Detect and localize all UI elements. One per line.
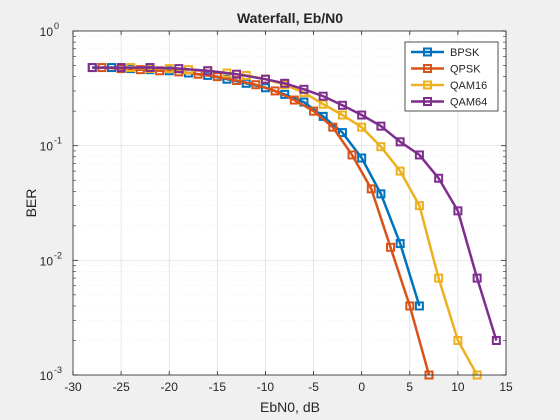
- data-point: [135, 65, 145, 75]
- data-point: [434, 173, 444, 183]
- legend: BPSK QPSK QAM16 QAM64: [404, 41, 499, 112]
- x-tick-label: -25: [112, 380, 130, 394]
- x-tick-label: -15: [209, 380, 227, 394]
- y-tick-exponent: -2: [54, 250, 62, 260]
- legend-marker: [423, 97, 432, 106]
- legend-item-bpsk: BPSK: [411, 47, 480, 59]
- legend-marker: [423, 47, 432, 57]
- x-tick-label: -5: [308, 380, 319, 394]
- data-point: [414, 301, 424, 311]
- y-tick-base: 10: [40, 140, 54, 154]
- data-point: [280, 78, 290, 88]
- data-point: [491, 335, 501, 345]
- data-point: [299, 84, 309, 94]
- data-point: [270, 86, 280, 96]
- data-point: [347, 150, 357, 160]
- legend-label: QAM64: [450, 97, 487, 109]
- y-tick-exponent: -3: [54, 365, 62, 375]
- data-point: [318, 91, 328, 101]
- legend-label: QPSK: [450, 64, 481, 76]
- data-point: [376, 121, 386, 131]
- y-tick-label: 10 -2: [40, 250, 62, 268]
- legend-marker: [423, 64, 432, 73]
- x-tick-label: -10: [257, 380, 275, 394]
- chart-title: Waterfall, Eb/N0: [237, 10, 343, 26]
- legend-label: BPSK: [450, 47, 480, 59]
- x-tick-label: 0: [358, 380, 365, 394]
- data-point: [309, 106, 319, 116]
- data-point: [453, 206, 463, 216]
- data-point: [145, 63, 155, 73]
- data-point: [386, 242, 396, 252]
- y-tick-exponent: -1: [54, 136, 62, 146]
- data-point: [376, 189, 386, 199]
- x-tick-label: 15: [499, 380, 513, 394]
- data-point: [337, 128, 347, 138]
- y-tick-base: 10: [40, 254, 54, 268]
- data-point: [357, 110, 367, 120]
- data-point: [251, 80, 261, 90]
- data-point: [434, 273, 444, 283]
- x-tick-label: -30: [64, 380, 82, 394]
- data-point: [395, 239, 405, 249]
- data-point: [260, 74, 270, 84]
- data-point: [289, 95, 299, 105]
- series-line: [92, 66, 498, 341]
- legend-item-qam64: QAM64: [411, 97, 487, 109]
- y-tick-label: 10 0: [40, 21, 59, 39]
- series-layer: [87, 63, 501, 380]
- data-point: [232, 69, 242, 79]
- x-axis-label: EbN0, dB: [260, 399, 320, 415]
- ticks: [72, 30, 507, 376]
- y-tick-base: 10: [40, 25, 54, 39]
- legend-item-qpsk: QPSK: [411, 64, 481, 76]
- data-point: [405, 301, 415, 311]
- x-tick-labels: -30 -25 -20 -15 -10 -5 0 5 10 15: [64, 380, 513, 394]
- data-point: [414, 150, 424, 160]
- data-point: [357, 153, 367, 163]
- data-point: [87, 63, 97, 73]
- series-qam64: [87, 63, 501, 345]
- y-tick-label: 10 -3: [40, 365, 62, 383]
- x-tick-label: 10: [451, 380, 465, 394]
- x-tick-label: 5: [406, 380, 413, 394]
- y-tick-base: 10: [40, 369, 54, 383]
- data-point: [395, 166, 405, 176]
- data-point: [174, 64, 184, 74]
- y-tick-exponent: 0: [54, 21, 59, 31]
- data-point: [116, 63, 126, 73]
- x-tick-label: -20: [161, 380, 179, 394]
- data-point: [376, 142, 386, 152]
- plot-frame: [72, 30, 507, 376]
- legend-item-qam16: QAM16: [411, 80, 487, 92]
- y-axis-label: BER: [23, 189, 39, 218]
- data-point: [328, 122, 338, 132]
- data-point: [357, 122, 367, 132]
- data-point: [337, 100, 347, 110]
- data-point: [414, 201, 424, 211]
- data-point: [366, 184, 376, 194]
- data-point: [337, 110, 347, 120]
- legend-marker: [423, 80, 432, 90]
- data-point: [472, 273, 482, 283]
- legend-label: QAM16: [450, 80, 487, 92]
- data-point: [203, 66, 213, 76]
- data-point: [395, 137, 405, 147]
- y-tick-label: 10 -1: [40, 136, 62, 154]
- legend-box: [404, 41, 499, 112]
- data-point: [453, 335, 463, 345]
